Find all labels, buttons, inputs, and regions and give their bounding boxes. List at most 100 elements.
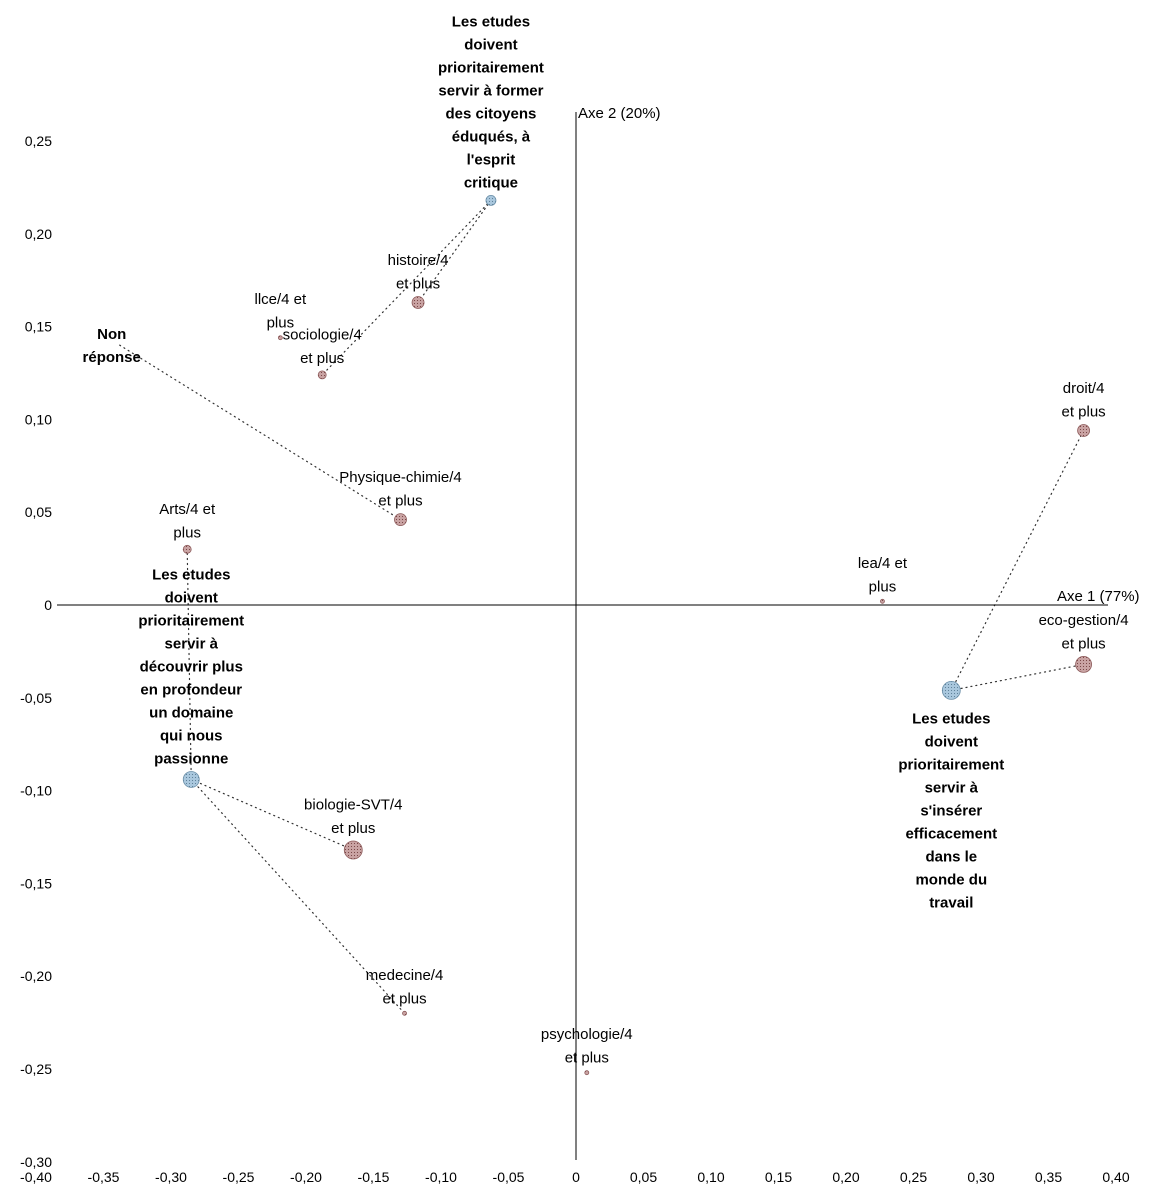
points-layer [182, 194, 1092, 1076]
point-label-line: eco-gestion/4 [1039, 612, 1129, 629]
point-label-line: doivent [925, 733, 978, 750]
point-label-line: prioritairement [438, 59, 544, 76]
link-line-4 [950, 429, 1085, 691]
field-point-12 [343, 840, 363, 860]
x-tick-label: -0,10 [425, 1169, 457, 1185]
point-label: sociologie/4 et plus [283, 326, 362, 367]
field-point-6 [317, 370, 327, 380]
point-label-line: sociologie/4 [283, 326, 362, 343]
point-label-line: droit/4 [1063, 380, 1105, 397]
field-point-8 [182, 544, 192, 554]
x-tick-label: 0,05 [630, 1169, 657, 1185]
objective-point-0 [485, 194, 497, 206]
link-line-2 [119, 344, 402, 521]
field-point-10 [880, 598, 885, 604]
point-label-line: Les etudes [912, 710, 990, 727]
point-label-line: et plus [331, 820, 375, 837]
point-label-line: plus [869, 578, 897, 595]
point-label: droit/4 et plus [1061, 380, 1105, 421]
point-label-line: et plus [396, 275, 440, 292]
y-tick-label: 0,25 [25, 133, 52, 149]
point-label-line: biologie-SVT/4 [304, 796, 402, 813]
point-label-line: et plus [300, 350, 344, 367]
point-label: medecine/4 et plus [366, 967, 444, 1008]
point-label: psychologie/4 et plus [541, 1026, 633, 1067]
point-label: Les etudes doivent prioritairement servir à… [138, 566, 244, 767]
point-label-line: et plus [1061, 635, 1105, 652]
x-tick-label: -0,05 [493, 1169, 525, 1185]
y-tick-label: -0,30 [20, 1154, 52, 1170]
objective-point-1 [182, 771, 200, 788]
link-line-3 [950, 663, 1085, 691]
x-tick-label: 0,10 [697, 1169, 724, 1185]
x-tick-label: 0,35 [1035, 1169, 1062, 1185]
y-tick-label: -0,10 [20, 783, 52, 799]
link-line-7 [186, 548, 192, 781]
y-tick-label: -0,05 [20, 690, 52, 706]
point-label-line: et plus [378, 493, 422, 510]
point-label-line: servir à former [438, 82, 543, 99]
x-tick-label: 0,15 [765, 1169, 792, 1185]
point-label-line: Les etudes [152, 566, 230, 583]
field-point-5 [277, 335, 283, 341]
x-tick-label: 0,30 [967, 1169, 994, 1185]
x-tick-label: -0,30 [155, 1169, 187, 1185]
point-label-line: travail [929, 894, 973, 911]
point-label-line: Non [97, 326, 126, 343]
field-point-7 [394, 513, 407, 527]
point-label-line: l'esprit [467, 151, 516, 168]
point-label-line: en profondeur [140, 681, 242, 698]
point-label-line: prioritairement [898, 756, 1004, 773]
point-label: Physique-chimie/4 et plus [339, 469, 462, 510]
point-label-line: histoire/4 [388, 252, 449, 269]
point-label-line: servir à [925, 779, 979, 796]
x-tick-label: 0,25 [900, 1169, 927, 1185]
point-label-line: s'insérer [920, 802, 982, 819]
links-layer [119, 199, 1085, 1014]
point-label-line: découvrir plus [140, 658, 243, 675]
point-label-line: psychologie/4 [541, 1026, 633, 1043]
point-label-line: doivent [464, 36, 517, 53]
link-line-5 [190, 778, 354, 851]
point-label-line: efficacement [905, 825, 997, 842]
y-tick-label: -0,25 [20, 1061, 52, 1077]
x-tick-label: -0,20 [290, 1169, 322, 1185]
link-line-1 [321, 199, 492, 376]
point-label-line: qui nous [160, 727, 223, 744]
x-tick-label: 0 [572, 1169, 580, 1185]
point-label-line: Arts/4 et [159, 501, 216, 518]
point-label-line: servir à [165, 635, 219, 652]
y-tick-label: 0,15 [25, 319, 52, 335]
point-label-line: passionne [154, 750, 228, 767]
point-label-line: des citoyens [446, 105, 537, 122]
point-label-line: et plus [565, 1050, 609, 1067]
point-label-line: plus [173, 524, 201, 541]
point-label-line: llce/4 et [254, 291, 307, 308]
y-tick-label: 0,05 [25, 504, 52, 520]
point-label: Non réponse [83, 326, 141, 366]
field-point-9 [1077, 424, 1090, 437]
point-label-line: monde du [915, 871, 987, 888]
x-tick-label: 0,40 [1102, 1169, 1129, 1185]
point-label: Arts/4 et plus [159, 501, 216, 542]
y-tick-label: -0,15 [20, 875, 52, 891]
point-label: biologie-SVT/4 et plus [304, 796, 402, 837]
point-label: lea/4 et plus [858, 555, 908, 596]
point-label-line: critique [464, 174, 518, 191]
point-label-line: prioritairement [138, 612, 244, 629]
point-label-line: Physique-chimie/4 [339, 469, 462, 486]
objective-point-2 [941, 680, 961, 700]
field-point-13 [402, 1010, 407, 1016]
y-tick-label: 0,20 [25, 226, 52, 242]
y-tick-label: 0 [44, 597, 52, 613]
point-label: eco-gestion/4 et plus [1039, 612, 1129, 653]
point-label-line: dans le [925, 848, 977, 865]
field-point-4 [411, 296, 425, 309]
y-axis-title: Axe 2 (20%) [578, 105, 661, 122]
point-label-line: doivent [165, 589, 218, 606]
y-tick-label: -0,20 [20, 968, 52, 984]
point-label-line: et plus [1061, 404, 1105, 421]
point-label-line: plus [267, 315, 295, 332]
